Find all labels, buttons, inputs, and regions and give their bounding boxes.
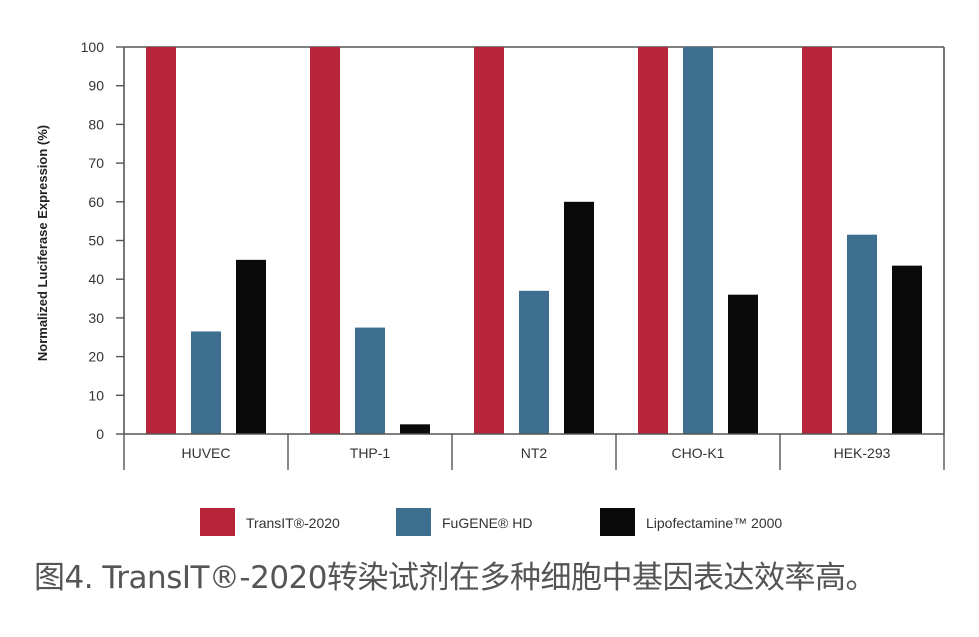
legend-label: TransIT®-2020 — [246, 515, 340, 531]
legend-swatch — [600, 508, 635, 536]
bar-nt2-series-2 — [519, 290, 549, 434]
bar-hek-293-series-2 — [847, 234, 877, 434]
y-tick-label: 90 — [88, 78, 104, 94]
bar-hek-293-series-3 — [892, 265, 922, 434]
y-tick-label: 80 — [88, 116, 104, 132]
y-tick-label: 70 — [88, 155, 104, 171]
bar-huvec-series-2 — [191, 331, 221, 434]
legend-swatch — [396, 508, 431, 536]
bars — [146, 47, 922, 434]
bar-nt2-series-3 — [564, 201, 594, 434]
legend-label: Lipofectamine™ 2000 — [646, 515, 782, 531]
bar-cho-k1-series-3 — [728, 294, 758, 434]
bar-thp-1-series-3 — [400, 424, 430, 434]
bar-thp-1-series-2 — [355, 327, 385, 434]
x-category-label: THP-1 — [350, 445, 391, 461]
legend-label: FuGENE® HD — [442, 515, 532, 531]
x-category-label: HUVEC — [181, 445, 230, 461]
bar-huvec-series-1 — [146, 47, 176, 434]
legend: TransIT®-2020 FuGENE® HD Lipofectamine™ 20… — [200, 508, 782, 536]
y-tick-label: 0 — [96, 426, 104, 442]
x-axis: HUVEC THP-1 NT2 CHO-K1 HEK-293 — [123, 433, 945, 470]
y-axis: 0 10 20 30 40 50 60 70 80 90 100 — [81, 39, 945, 442]
figure-caption: 图4. TransIT®-2020转染试剂在多种细胞中基因表达效率高。 — [34, 560, 877, 596]
y-tick-label: 60 — [88, 194, 104, 210]
bar-cho-k1-series-2 — [683, 47, 713, 434]
y-tick-label: 50 — [88, 233, 104, 249]
y-tick-label: 100 — [81, 39, 105, 55]
x-category-label: CHO-K1 — [672, 445, 725, 461]
bar-thp-1-series-1 — [310, 47, 340, 434]
legend-swatch — [200, 508, 235, 536]
y-axis-title: Normalized Luciferase Expression (%) — [35, 125, 50, 361]
x-category-label: NT2 — [521, 445, 548, 461]
bar-nt2-series-1 — [474, 47, 504, 434]
bar-hek-293-series-1 — [802, 47, 832, 434]
x-category-label: HEK-293 — [834, 445, 891, 461]
bar-huvec-series-3 — [236, 259, 266, 434]
y-tick-label: 40 — [88, 271, 104, 287]
y-tick-label: 20 — [88, 349, 104, 365]
bar-cho-k1-series-1 — [638, 47, 668, 434]
y-tick-label: 10 — [88, 387, 104, 403]
y-tick-label: 30 — [88, 310, 104, 326]
